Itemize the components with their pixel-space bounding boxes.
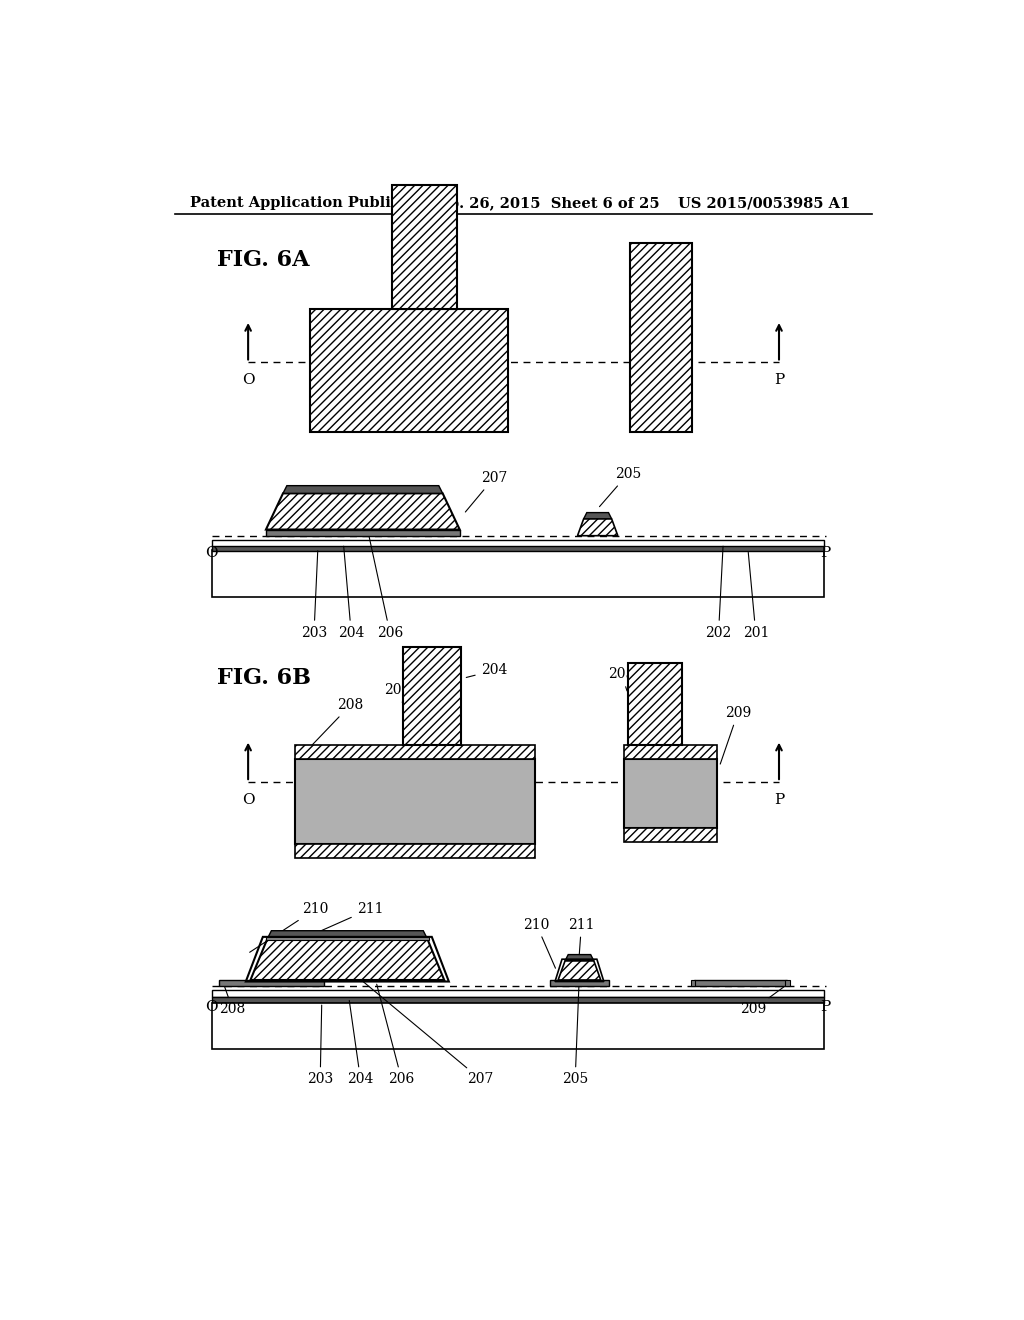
Polygon shape (251, 939, 444, 979)
Text: O: O (206, 546, 218, 561)
Text: 206: 206 (377, 985, 415, 1086)
Text: 201: 201 (742, 552, 769, 640)
Bar (295, 843, 535, 858)
Text: P: P (774, 374, 784, 387)
Bar (391, 185, 458, 309)
Bar (630, 243, 692, 432)
Text: 203: 203 (307, 1005, 334, 1086)
Text: 202: 202 (706, 546, 732, 640)
Text: O: O (242, 374, 254, 387)
Text: O: O (206, 1001, 218, 1014)
Text: 209: 209 (720, 706, 751, 764)
Text: 206: 206 (384, 682, 410, 719)
Bar (624, 759, 717, 829)
Bar (693, 979, 786, 986)
Bar (212, 540, 824, 546)
Bar (295, 744, 535, 759)
Bar (212, 997, 824, 1003)
Text: 207: 207 (465, 471, 507, 512)
Text: P: P (820, 546, 830, 561)
Text: 211: 211 (315, 902, 383, 933)
Text: O: O (242, 793, 254, 807)
Polygon shape (283, 486, 442, 494)
Bar (624, 829, 717, 842)
Text: 209: 209 (740, 985, 786, 1016)
Polygon shape (578, 519, 617, 536)
Text: 205: 205 (599, 467, 641, 507)
Bar (310, 309, 508, 432)
Polygon shape (584, 512, 611, 519)
Bar (219, 979, 324, 986)
Bar (403, 647, 461, 744)
Text: P: P (774, 793, 784, 807)
Bar (628, 663, 682, 744)
Text: 210: 210 (250, 902, 329, 952)
Polygon shape (558, 961, 601, 979)
Bar (550, 979, 608, 986)
Polygon shape (266, 494, 460, 529)
Text: 203: 203 (301, 550, 327, 640)
Text: 211: 211 (568, 917, 595, 954)
Bar (785, 979, 790, 986)
Text: 205: 205 (562, 985, 589, 1086)
Text: 205: 205 (608, 668, 635, 690)
Text: FIG. 6A: FIG. 6A (217, 249, 309, 272)
Text: 206: 206 (369, 536, 403, 640)
Bar (212, 545, 824, 552)
Text: 204: 204 (338, 546, 365, 640)
Text: 204: 204 (347, 1001, 374, 1086)
Text: 210: 210 (523, 917, 555, 968)
Bar (266, 937, 429, 940)
Text: 207: 207 (349, 970, 494, 1086)
Polygon shape (565, 954, 594, 961)
Bar (295, 759, 535, 843)
Bar (266, 529, 460, 536)
Bar (690, 979, 695, 986)
Text: 208: 208 (304, 698, 364, 754)
Text: US 2015/0053985 A1: US 2015/0053985 A1 (678, 197, 851, 210)
Polygon shape (267, 931, 427, 939)
Text: 208: 208 (219, 986, 246, 1016)
Bar (212, 549, 824, 597)
Bar (624, 744, 717, 759)
Text: Patent Application Publication: Patent Application Publication (190, 197, 442, 210)
Text: FIG. 6B: FIG. 6B (217, 667, 311, 689)
Bar (212, 990, 824, 997)
Text: 204: 204 (466, 664, 507, 677)
Bar (212, 1003, 824, 1049)
Text: Feb. 26, 2015  Sheet 6 of 25: Feb. 26, 2015 Sheet 6 of 25 (430, 197, 659, 210)
Text: P: P (820, 1001, 830, 1014)
